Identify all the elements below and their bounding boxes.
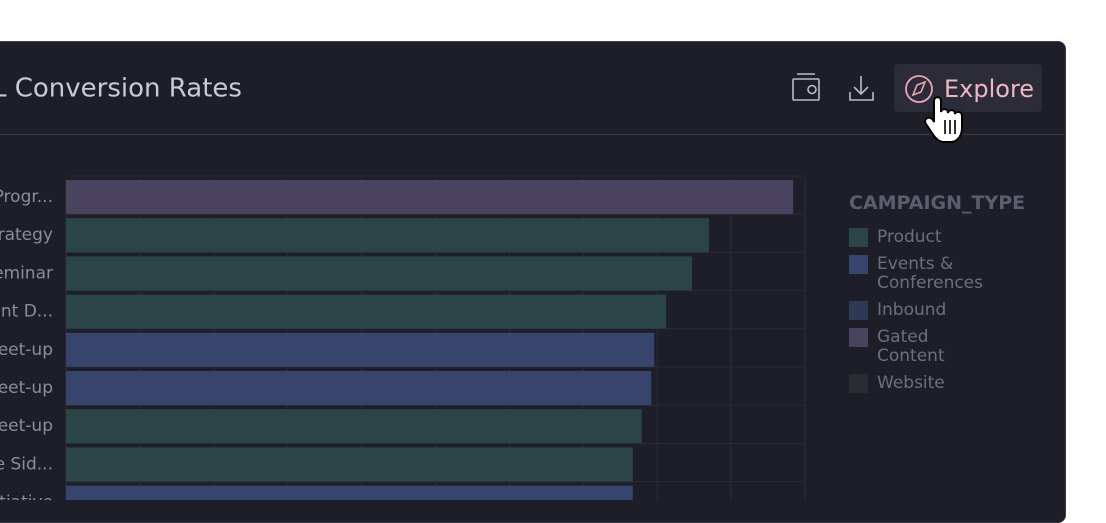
y-tick-label: eet-up (0, 378, 53, 398)
explore-label[interactable]: Explore (944, 75, 1034, 103)
legend: CAMPAIGN_TYPE Product Events & Conferences… (849, 192, 1026, 401)
legend-swatch (849, 374, 868, 393)
bar (66, 332, 655, 367)
y-tick-label: eet-up (0, 416, 53, 436)
cursor (924, 96, 963, 143)
chart: L Conversion Rates Explore Progr... rateg… (0, 64, 1064, 500)
legend-label: Website (877, 373, 945, 393)
screenshot-button[interactable] (792, 73, 820, 101)
bar (66, 371, 652, 405)
cursor-detail (944, 120, 956, 134)
page: L Conversion Rates Explore Progr... rateg… (0, 41, 1066, 523)
legend-label: Gated Content (877, 327, 945, 366)
panel-title: L Conversion Rates (0, 74, 242, 104)
legend-item: Inbound (849, 301, 1019, 320)
bar (66, 180, 794, 214)
y-tick-label: itiative (0, 493, 53, 500)
y-tick-label: eminar (0, 263, 53, 283)
bar (66, 447, 633, 482)
legend-item: Events & Conferences (849, 255, 1019, 293)
y-tick-label: e Sid... (0, 454, 53, 474)
bar (66, 409, 642, 444)
y-tick-label: ont D... (0, 302, 53, 322)
legend-label: Events & Conferences (877, 254, 984, 293)
legend-item: Product (849, 228, 1019, 247)
y-tick-label: rategy (0, 225, 53, 245)
bar (66, 218, 709, 253)
bar (66, 256, 692, 291)
y-tick-label: eet-up (0, 340, 53, 360)
legend-title: CAMPAIGN_TYPE (849, 192, 1026, 214)
y-tick-label: Progr... (0, 187, 53, 207)
explore-button[interactable]: Explore (894, 64, 1042, 112)
legend-item: Website (849, 374, 1019, 393)
bar (66, 485, 633, 500)
legend-item: Gated Content (849, 328, 1019, 366)
download-button[interactable] (849, 76, 874, 101)
legend-swatch (849, 255, 868, 274)
legend-swatch (849, 228, 868, 247)
legend-swatch (849, 301, 868, 320)
legend-swatch (849, 328, 868, 347)
legend-label: Product (877, 227, 942, 247)
bar (66, 294, 667, 329)
legend-label: Inbound (877, 300, 947, 320)
